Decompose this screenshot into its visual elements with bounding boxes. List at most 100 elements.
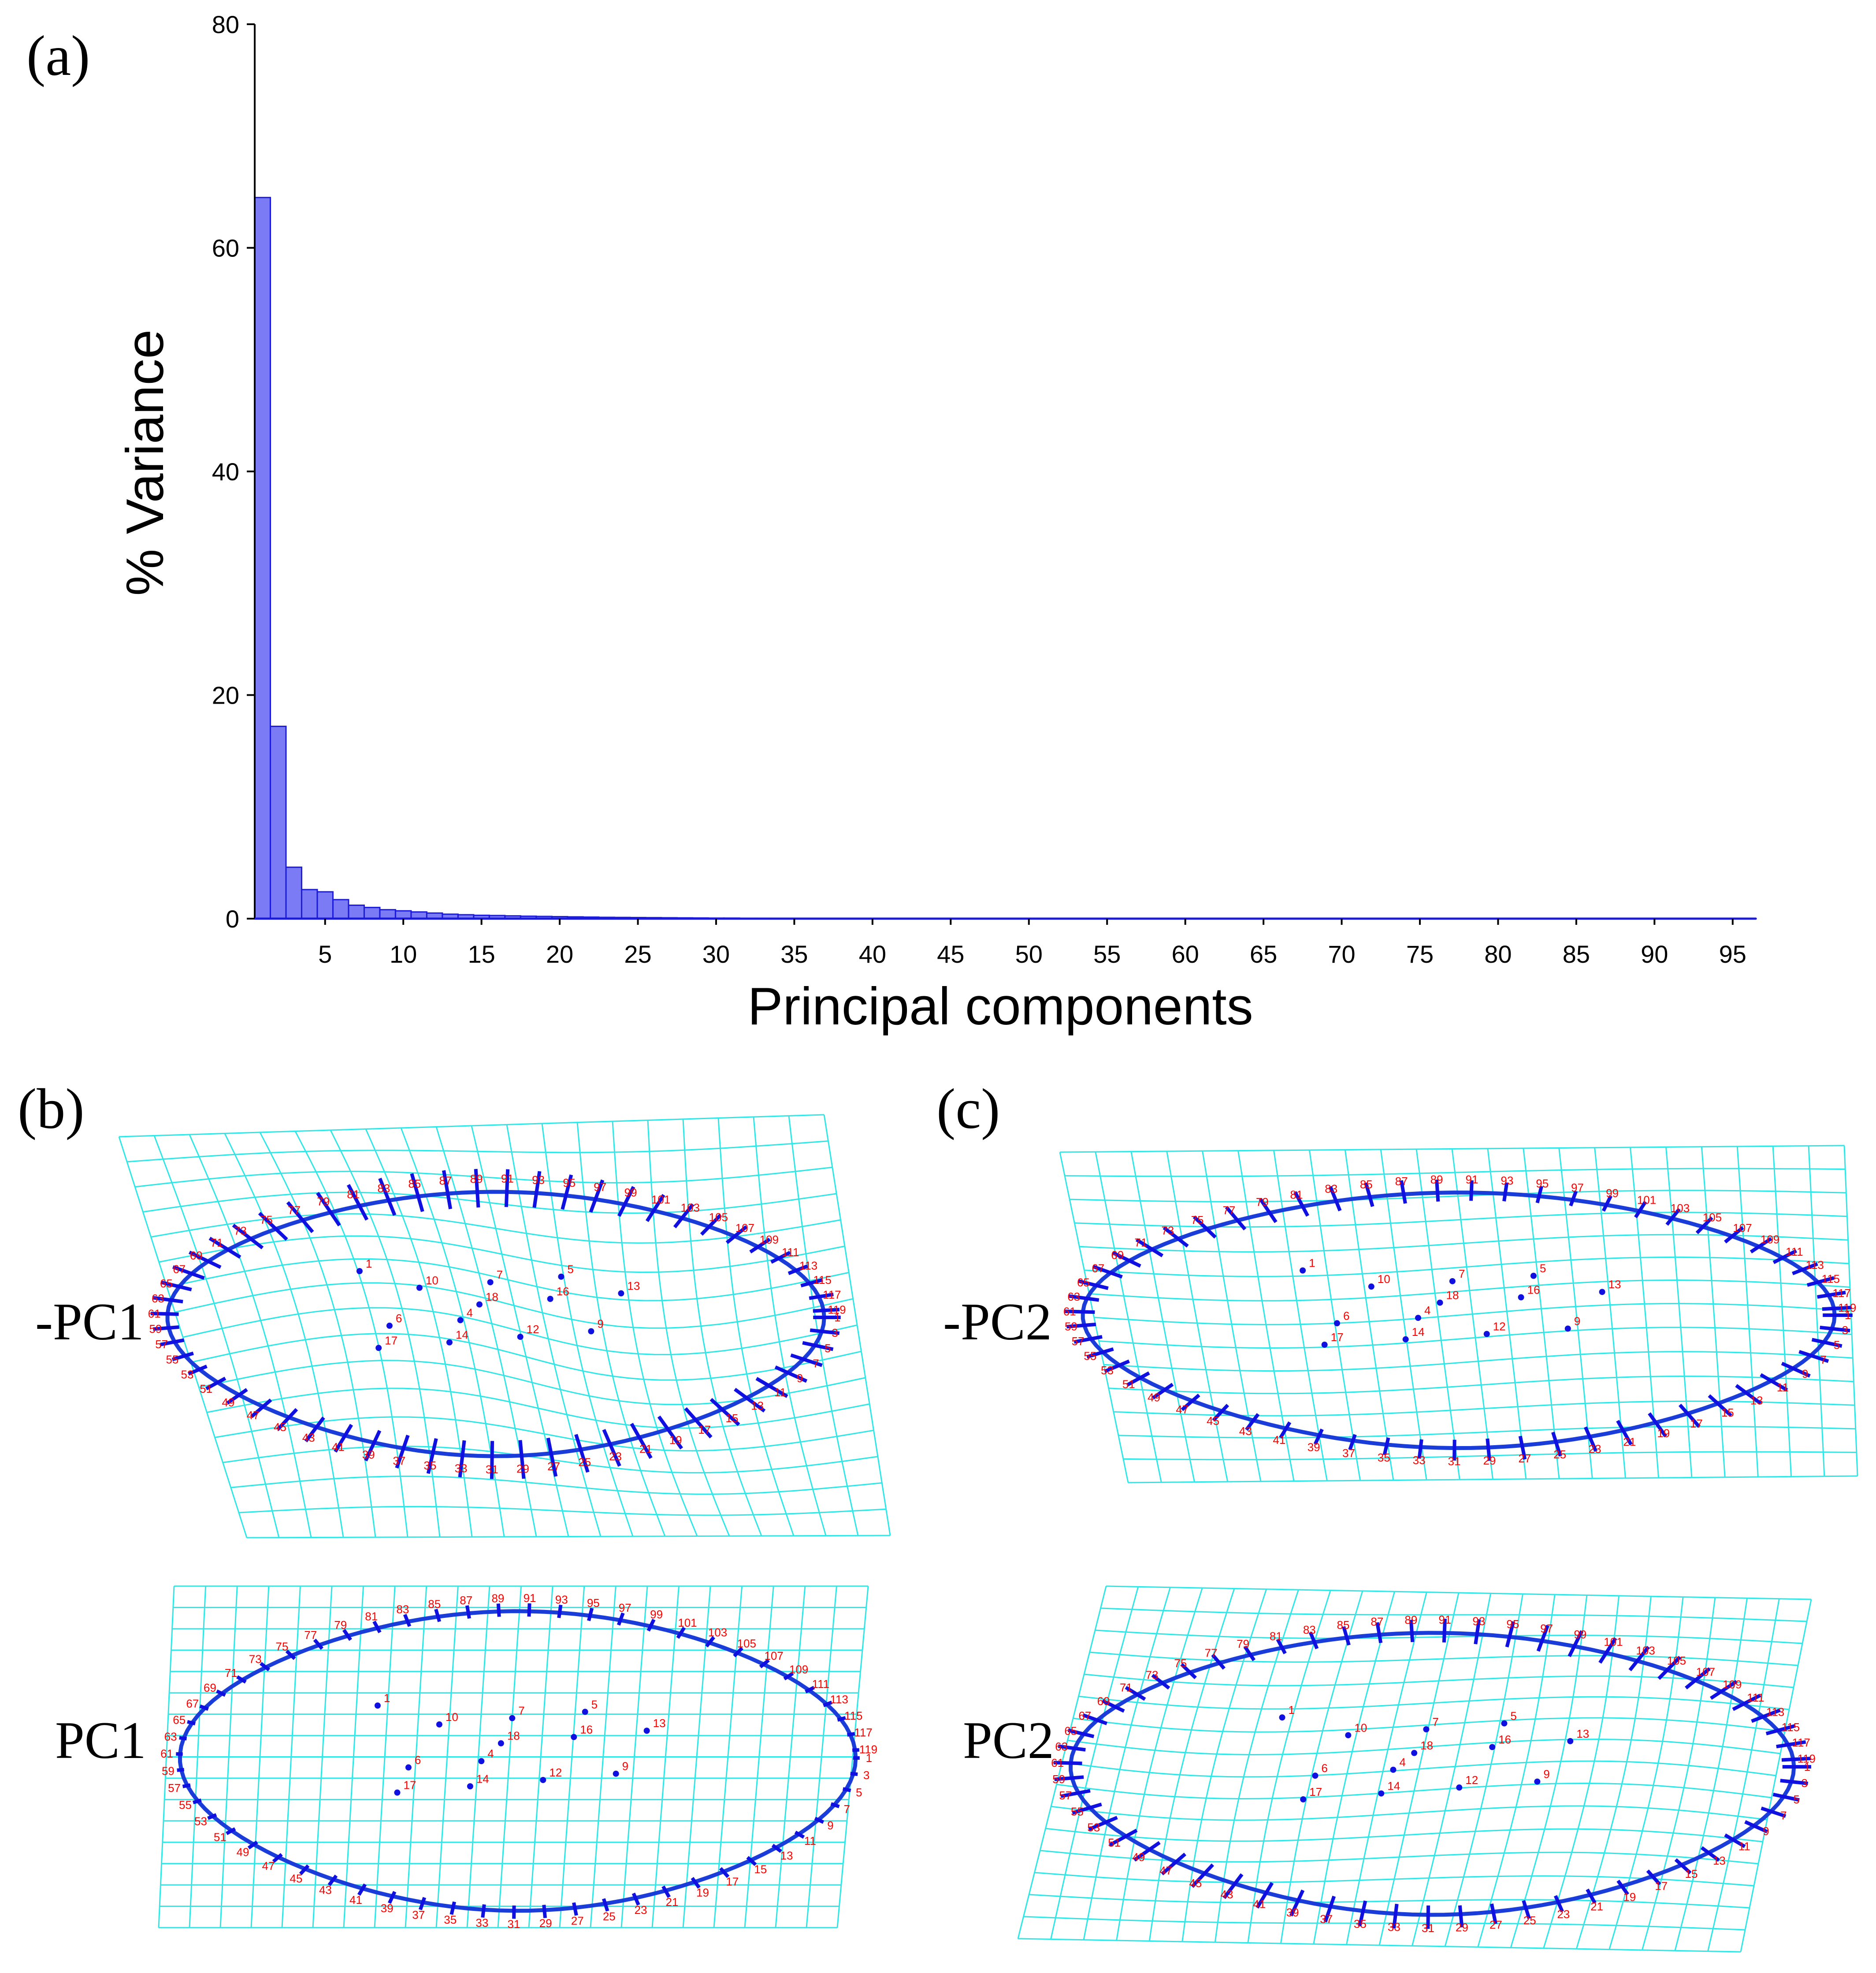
x-tick-label-65: 65	[1250, 940, 1277, 968]
grid-line-v-14	[1477, 1594, 1556, 1947]
landmark-label-77: 77	[1205, 1647, 1218, 1660]
x-tick-label-90: 90	[1641, 940, 1668, 968]
landmark-label-107: 107	[764, 1649, 783, 1662]
landmark-vector-65	[160, 1280, 192, 1291]
inner-landmark-label-6: 6	[1321, 1762, 1327, 1775]
deformation-grid-pc1: 1357911131517192123252729313335373941434…	[158, 1585, 877, 1931]
inner-landmark-18	[1437, 1299, 1443, 1306]
landmark-label-61: 61	[1051, 1756, 1064, 1769]
landmark-vector-35	[1358, 1900, 1367, 1927]
landmark-label-79: 79	[1256, 1195, 1269, 1209]
inner-landmark-9	[1564, 1325, 1571, 1332]
landmark-label-109: 109	[789, 1663, 808, 1676]
landmark-vector-103	[705, 1636, 715, 1648]
inner-landmark-label-6: 6	[415, 1753, 421, 1766]
grid-line-v-1	[153, 1135, 280, 1538]
landmark-label-107: 107	[736, 1221, 754, 1235]
landmark-vector-93	[1474, 1619, 1481, 1645]
landmark-vector-93	[557, 1604, 563, 1618]
landmark-vector-81	[372, 1621, 382, 1633]
landmark-vector-3	[1780, 1779, 1809, 1785]
landmark-vector-51	[1109, 1828, 1138, 1847]
landmark-vector-61	[1065, 1309, 1095, 1314]
landmark-vector-65	[1077, 1279, 1109, 1290]
landmark-vector-117	[1776, 1740, 1806, 1749]
landmark-vector-21	[630, 1423, 653, 1459]
landmark-vector-7	[830, 1802, 840, 1809]
landmark-vector-39	[364, 1430, 382, 1461]
grid-line-v-4	[1148, 1588, 1235, 1941]
landmark-label-113: 113	[799, 1259, 817, 1272]
landmark-vector-105	[700, 1213, 722, 1236]
landmark-label-87: 87	[439, 1174, 452, 1187]
landmark-vector-23	[632, 1892, 640, 1906]
landmark-vector-99	[1568, 1630, 1584, 1658]
deformation-grid-pc2: 1357911131517192123252729313335373941434…	[1017, 1585, 1816, 1953]
grid-line-v-5	[1181, 1589, 1267, 1942]
landmark-label-67: 67	[173, 1263, 186, 1276]
landmark-vector-27	[1518, 1435, 1527, 1460]
landmark-vector-23	[602, 1429, 621, 1467]
landmark-vector-13	[734, 1387, 766, 1413]
inner-landmark-label-9: 9	[622, 1760, 628, 1773]
landmark-vector-117	[809, 1292, 834, 1300]
inner-landmark-14	[1378, 1790, 1385, 1797]
inner-landmark-5	[1530, 1272, 1537, 1279]
landmark-vector-59	[177, 1768, 185, 1772]
inner-landmark-13	[643, 1728, 650, 1734]
grid-line-v-16	[651, 1586, 680, 1928]
y-ticks: 0 20 40 60 80	[212, 11, 255, 933]
landmark-vector-41	[1256, 1882, 1274, 1909]
inner-landmark-17	[375, 1345, 382, 1351]
landmark-label-73: 73	[1146, 1668, 1159, 1681]
landmark-label-61: 61	[160, 1747, 173, 1760]
x-tick-label-95: 95	[1719, 940, 1746, 968]
landmark-label-63: 63	[164, 1730, 177, 1743]
landmark-vector-91	[504, 1169, 510, 1207]
inner-landmark-label-7: 7	[518, 1704, 524, 1717]
landmark-label-97: 97	[594, 1180, 606, 1194]
landmark-vector-95	[1505, 1621, 1516, 1648]
landmark-vector-105	[733, 1647, 743, 1658]
landmark-label-103: 103	[1671, 1202, 1690, 1215]
landmark-outline	[178, 1609, 858, 1913]
landmark-label-55: 55	[166, 1353, 178, 1366]
landmark-vector-41	[357, 1883, 367, 1896]
landmark-vector-77	[1225, 1206, 1247, 1231]
landmark-vector-15	[1674, 1858, 1692, 1875]
inner-landmark-label-17: 17	[1309, 1785, 1322, 1799]
inner-landmark-label-16: 16	[580, 1723, 593, 1736]
landmark-label-37: 37	[412, 1908, 425, 1921]
landmark-label-7: 7	[1820, 1353, 1826, 1366]
grid-line-v-3	[224, 1133, 344, 1538]
landmark-label-1: 1	[1804, 1760, 1810, 1773]
landmark-vector-9	[1744, 1820, 1768, 1834]
landmark-vector-19	[1648, 1412, 1668, 1438]
landmark-label-99: 99	[1574, 1628, 1586, 1641]
landmark-label-83: 83	[377, 1182, 390, 1195]
landmark-vector-39	[387, 1891, 397, 1904]
landmark-label-93: 93	[555, 1593, 568, 1606]
inner-landmark-4	[1390, 1766, 1397, 1773]
inner-landmark-label-18: 18	[507, 1729, 520, 1743]
landmark-vector-63	[179, 1736, 187, 1741]
landmark-vector-103	[1628, 1646, 1650, 1672]
inner-landmark-5	[1501, 1720, 1508, 1727]
landmark-vector-115	[1806, 1276, 1835, 1287]
landmark-label-99: 99	[624, 1186, 637, 1199]
landmark-label-85: 85	[408, 1177, 421, 1190]
landmark-label-83: 83	[1325, 1182, 1337, 1195]
landmark-vector-55	[1086, 1347, 1114, 1359]
x-tick-label-15: 15	[468, 940, 495, 968]
row-label-pc1: PC1	[55, 1711, 146, 1769]
landmark-label-41: 41	[1253, 1898, 1266, 1911]
landmark-vector-63	[1058, 1744, 1086, 1752]
landmark-label-111: 111	[812, 1677, 830, 1691]
landmark-label-101: 101	[678, 1616, 697, 1629]
landmark-label-59: 59	[1065, 1320, 1077, 1333]
landmark-vector-29	[1486, 1438, 1491, 1461]
x-tick-label-80: 80	[1484, 940, 1512, 968]
landmark-vector-3	[1820, 1325, 1850, 1333]
landmark-label-19: 19	[1657, 1427, 1670, 1440]
landmark-vector-83	[378, 1178, 397, 1216]
